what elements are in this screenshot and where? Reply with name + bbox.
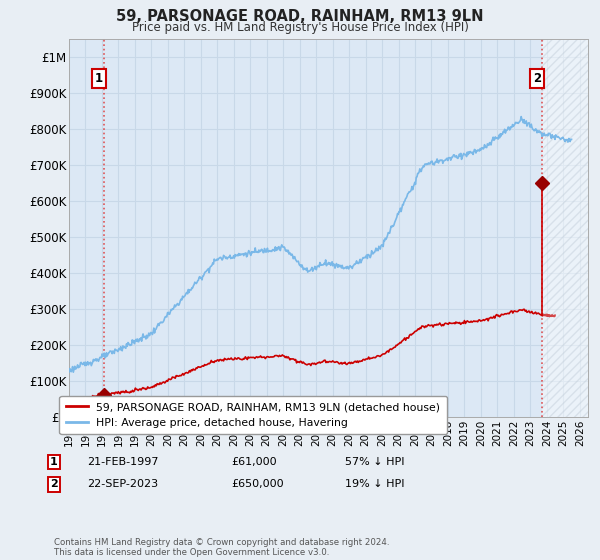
Text: Contains HM Land Registry data © Crown copyright and database right 2024.
This d: Contains HM Land Registry data © Crown c… (54, 538, 389, 557)
Text: 59, PARSONAGE ROAD, RAINHAM, RM13 9LN: 59, PARSONAGE ROAD, RAINHAM, RM13 9LN (116, 9, 484, 24)
Text: 19% ↓ HPI: 19% ↓ HPI (345, 479, 404, 489)
Text: 2: 2 (50, 479, 58, 489)
Legend: 59, PARSONAGE ROAD, RAINHAM, RM13 9LN (detached house), HPI: Average price, deta: 59, PARSONAGE ROAD, RAINHAM, RM13 9LN (d… (59, 396, 447, 434)
Text: 1: 1 (50, 457, 58, 467)
Text: 2: 2 (533, 72, 541, 85)
Text: 1: 1 (95, 72, 103, 85)
Text: 57% ↓ HPI: 57% ↓ HPI (345, 457, 404, 467)
Text: 22-SEP-2023: 22-SEP-2023 (87, 479, 158, 489)
Text: £650,000: £650,000 (231, 479, 284, 489)
Text: 21-FEB-1997: 21-FEB-1997 (87, 457, 158, 467)
Text: Price paid vs. HM Land Registry's House Price Index (HPI): Price paid vs. HM Land Registry's House … (131, 21, 469, 34)
Text: £61,000: £61,000 (231, 457, 277, 467)
